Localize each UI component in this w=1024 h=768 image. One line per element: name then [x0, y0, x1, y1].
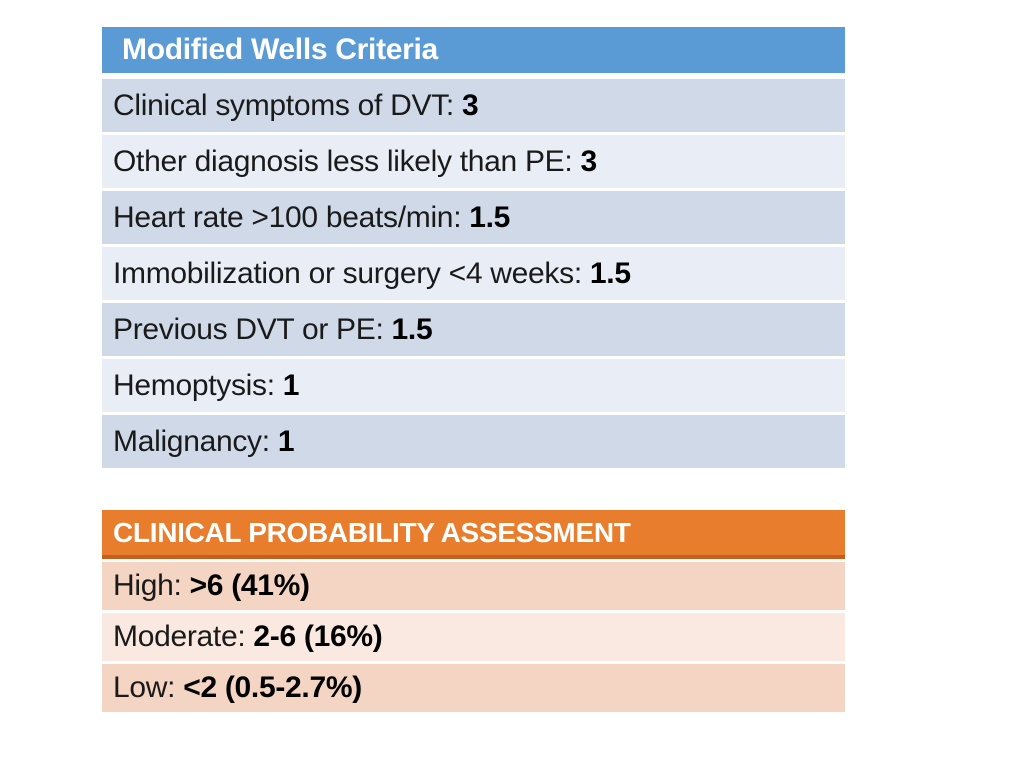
row-label: Heart rate >100 beats/min:: [113, 200, 470, 234]
table-row: Low: <2 (0.5-2.7%): [102, 664, 845, 712]
row-value: 1.5: [391, 312, 433, 346]
row-label: High:: [113, 569, 190, 602]
row-label: Other diagnosis less likely than PE:: [113, 144, 581, 178]
table-row: Other diagnosis less likely than PE: 3: [102, 135, 845, 188]
table-row: High: >6 (41%): [102, 562, 845, 610]
row-value: 3: [580, 144, 597, 178]
table-row: Moderate: 2-6 (16%): [102, 613, 845, 661]
row-value: 1: [277, 424, 295, 458]
row-value: 3: [461, 88, 479, 122]
row-value: 1.5: [469, 200, 511, 234]
row-label: Hemoptysis:: [113, 368, 283, 402]
row-label: Malignancy:: [113, 424, 278, 458]
modified-wells-criteria-table: Modified Wells Criteria Clinical symptom…: [102, 27, 845, 471]
row-label: Low:: [113, 671, 184, 704]
row-label: Moderate:: [113, 620, 254, 653]
row-value: 1.5: [589, 256, 631, 290]
assessment-table-rows: High: >6 (41%) Moderate: 2-6 (16%) Low: <2…: [102, 562, 845, 712]
row-value: >6 (41%): [189, 569, 310, 602]
wells-table-header: Modified Wells Criteria: [102, 27, 845, 73]
row-value: 2-6 (16%): [253, 620, 383, 653]
assessment-table-title: CLINICAL PROBABILITY ASSESSMENT: [113, 516, 631, 548]
row-label: Immobilization or surgery <4 weeks:: [113, 256, 590, 290]
table-row: Immobilization or surgery <4 weeks: 1.5: [102, 247, 845, 300]
row-label: Previous DVT or PE:: [113, 312, 392, 346]
row-value: 1: [282, 368, 300, 402]
clinical-probability-assessment-table: CLINICAL PROBABILITY ASSESSMENT High: >6…: [102, 510, 845, 715]
table-row: Previous DVT or PE: 1.5: [102, 303, 845, 356]
assessment-table-header: CLINICAL PROBABILITY ASSESSMENT: [102, 510, 845, 559]
table-row: Heart rate >100 beats/min: 1.5: [102, 191, 845, 244]
wells-table-title: Modified Wells Criteria: [122, 33, 438, 66]
row-label: Clinical symptoms of DVT:: [113, 88, 462, 122]
table-row: Malignancy: 1: [102, 415, 845, 468]
wells-table-rows: Clinical symptoms of DVT: 3 Other diagnos…: [102, 79, 845, 468]
table-row: Hemoptysis: 1: [102, 359, 845, 412]
row-value: <2 (0.5-2.7%): [183, 671, 362, 704]
table-row: Clinical symptoms of DVT: 3: [102, 79, 845, 132]
